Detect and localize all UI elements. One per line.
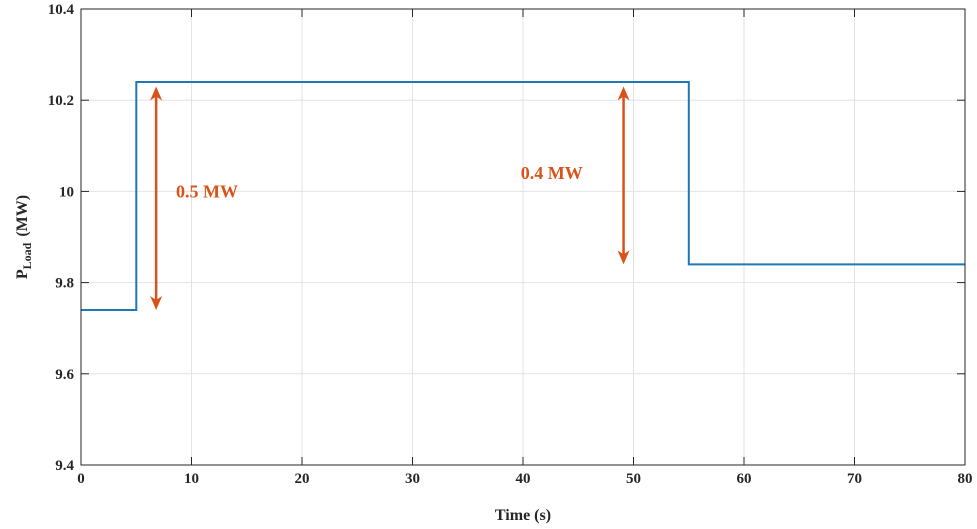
y-tick-label: 10.2 xyxy=(48,93,74,109)
x-tick-label: 10 xyxy=(184,471,199,487)
y-axis-title-main: P xyxy=(14,269,31,279)
annotation-label: 0.5 MW xyxy=(176,181,238,201)
y-tick-label: 9.4 xyxy=(55,458,74,474)
series-layer xyxy=(81,81,965,311)
x-tick-label: 60 xyxy=(737,471,752,487)
x-tick-labels: 0 10 20 30 40 50 60 70 80 xyxy=(77,471,972,487)
x-tick-label: 80 xyxy=(958,471,973,487)
y-tick-label: 10 xyxy=(59,184,74,200)
x-tick-label: 30 xyxy=(405,471,420,487)
y-tick-label: 9.6 xyxy=(55,367,74,383)
x-tick-label: 50 xyxy=(626,471,641,487)
series-line xyxy=(81,81,965,311)
x-tick-label: 0 xyxy=(77,471,85,487)
y-axis-title: PLoad (MW) xyxy=(14,195,34,279)
x-tick-label: 40 xyxy=(516,471,531,487)
annotation-layer: 0.5 MW 0.4 MW xyxy=(150,86,630,310)
x-tick-label: 70 xyxy=(847,471,862,487)
y-axis-title-sub: Load xyxy=(20,242,34,269)
arrow-head xyxy=(617,250,630,265)
x-tick-label: 20 xyxy=(295,471,310,487)
arrow-head xyxy=(150,295,163,310)
y-axis-title-unit: (MW) xyxy=(14,195,31,237)
y-tick-label: 10.4 xyxy=(48,2,75,18)
ticks xyxy=(80,8,966,466)
annotation-label: 0.4 MW xyxy=(521,163,583,183)
y-tick-label: 9.8 xyxy=(55,276,74,292)
arrow-head xyxy=(150,86,163,101)
x-axis-title: Time (s) xyxy=(495,507,551,524)
y-tick-labels: 9.4 9.6 9.8 10 10.2 10.4 xyxy=(48,2,75,474)
arrow-head xyxy=(617,86,630,101)
